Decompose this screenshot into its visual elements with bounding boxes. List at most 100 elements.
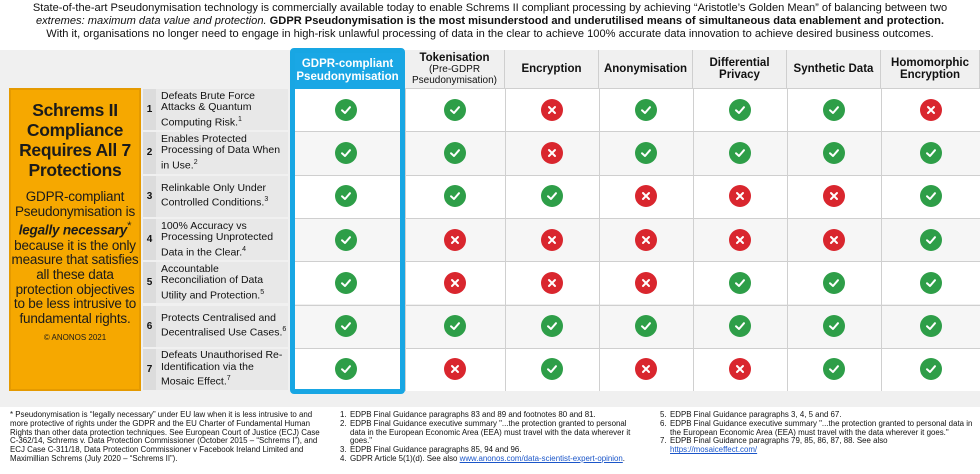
check-icon xyxy=(919,315,942,338)
column-header-homomorphic-encryption: Homomorphic Encryption xyxy=(881,50,980,88)
cross-icon xyxy=(823,228,845,251)
intro-line-2: extremes: maximum data value and protect… xyxy=(0,15,980,28)
check-icon xyxy=(919,271,942,294)
check-icon xyxy=(444,315,466,338)
row-footnote-ref: 4 xyxy=(242,245,247,253)
footnote-number: 6. xyxy=(660,418,667,428)
row-footnote-ref: 1 xyxy=(238,115,242,123)
footnote-number: 4. xyxy=(340,453,347,463)
check-icon xyxy=(334,185,357,208)
row-protection-text: Defeats Unauthorised Re-Identification v… xyxy=(161,349,283,388)
cross-icon xyxy=(444,358,466,381)
column-header-label: Tokenisation xyxy=(419,51,490,64)
row-number: 6 xyxy=(143,305,156,347)
intro-line-1: State-of-the-art Pseudonymisation techno… xyxy=(32,2,948,14)
check-icon xyxy=(635,98,657,121)
row-protection-label: Protects Centralised and Decentralised U… xyxy=(161,306,287,347)
check-icon xyxy=(919,228,942,251)
footnote-item: 6. EDPB Final Guidance executive summary … xyxy=(660,418,975,438)
row-label-background xyxy=(143,218,288,261)
row-protection-text: Relinkable Only Under Controlled Conditi… xyxy=(161,181,267,209)
callout-body-star: * xyxy=(127,220,132,233)
column-header-encryption: Encryption xyxy=(505,50,599,88)
cross-icon xyxy=(444,271,466,294)
cross-icon xyxy=(444,228,466,251)
check-icon xyxy=(919,185,942,208)
check-icon xyxy=(444,98,466,121)
callout-body-emphasis: legally necessary xyxy=(18,222,128,238)
column-divider xyxy=(787,88,788,391)
footnote-link-suffix: . xyxy=(622,453,625,463)
footnote-item: 5. EDPB Final Guidance paragraphs 3, 4, 5… xyxy=(660,410,975,420)
footnote-number: 7. xyxy=(660,436,667,446)
check-icon xyxy=(541,185,563,208)
check-icon xyxy=(541,358,563,381)
footnote-text: EDPB Final Guidance executive summary ".… xyxy=(350,418,631,446)
row-protection-label: Enables Protected Processing of Data Whe… xyxy=(161,132,287,173)
check-icon xyxy=(334,98,357,121)
column-header-label: Differential Privacy xyxy=(709,56,770,82)
cross-icon xyxy=(541,228,563,251)
row-protection-text: Accountable Reconciliation of Data Utili… xyxy=(161,262,264,302)
check-icon xyxy=(919,141,942,164)
row-number: 2 xyxy=(143,132,156,174)
row-protection-label: Defeats Unauthorised Re-Identification v… xyxy=(161,349,287,390)
row-protection-label: 100% Accuracy vs Processing Unprotected … xyxy=(161,219,287,260)
row-footnote-ref: 3 xyxy=(264,196,269,204)
cross-icon xyxy=(635,228,657,251)
column-divider xyxy=(505,88,506,391)
column-divider xyxy=(881,88,882,391)
column-header-label: Anonymisation xyxy=(603,62,688,75)
row-protection-text: Enables Protected Processing of Data Whe… xyxy=(161,132,281,172)
check-icon xyxy=(823,315,845,338)
footnote-text: EDPB Final Guidance executive summary ".… xyxy=(670,418,973,437)
row-label-background xyxy=(143,175,288,217)
check-icon xyxy=(823,98,845,121)
column-header-label: Synthetic Data xyxy=(793,62,874,75)
check-icon xyxy=(823,141,845,164)
column-header-synthetic-data: Synthetic Data xyxy=(787,50,881,88)
column-header-differential-privacy: Differential Privacy xyxy=(693,50,787,88)
callout-body-pre: GDPR-compliant Pseudonymisation is xyxy=(14,189,135,219)
row-footnote-ref: 5 xyxy=(260,288,265,296)
check-icon xyxy=(823,358,845,381)
column-divider xyxy=(405,88,406,391)
check-icon xyxy=(729,141,751,164)
row-protection-label: Defeats Brute Force Attacks & Quantum Co… xyxy=(161,89,287,130)
footnote-number: 1. xyxy=(340,410,347,419)
check-icon xyxy=(334,228,357,251)
check-icon xyxy=(444,185,466,208)
footnote-number: 3. xyxy=(340,445,347,455)
footnote-item: 4. GDPR Article 5(1)(d). See also www.ano… xyxy=(340,453,640,464)
check-icon xyxy=(635,141,657,164)
callout-body-post: because it is the only measure that sati… xyxy=(11,237,139,327)
footnote-text: EDPB Final Guidance paragraphs 79, 85, 8… xyxy=(670,436,888,446)
check-icon xyxy=(541,315,563,338)
row-footnote-ref: 6 xyxy=(282,326,287,334)
footnote-item: 3. EDPB Final Guidance paragraphs 85, 94 … xyxy=(340,445,640,455)
cross-icon xyxy=(729,358,751,381)
column-header-anonymisation: Anonymisation xyxy=(599,50,693,88)
footnote-item: 7. EDPB Final Guidance paragraphs 79, 85,… xyxy=(660,436,975,455)
check-icon xyxy=(334,271,357,294)
cross-icon xyxy=(541,98,563,121)
row-number: 1 xyxy=(143,89,156,131)
column-divider xyxy=(693,88,694,391)
cross-icon xyxy=(823,185,845,208)
column-header-label: Homomorphic Encryption xyxy=(891,56,969,82)
row-protection-text: 100% Accuracy vs Processing Unprotected … xyxy=(161,219,274,259)
column-header-gdpr: GDPR-compliant Pseudonymisation xyxy=(295,53,400,89)
intro-line-2-italic: extremes: maximum data value and protect… xyxy=(35,15,267,27)
footnote-legal: * Pseudonymisation is “legally necessary… xyxy=(10,410,320,463)
cross-icon xyxy=(541,271,563,294)
cross-icon xyxy=(541,141,563,164)
row-protection-label: Relinkable Only Under Controlled Conditi… xyxy=(161,176,287,217)
footnote-number: 2. xyxy=(340,418,347,428)
column-header-label: Encryption xyxy=(521,62,582,75)
check-icon xyxy=(729,315,751,338)
cross-icon xyxy=(635,271,657,294)
footnote-text: EDPB Final Guidance paragraphs 83 and 89… xyxy=(350,410,596,419)
footnote-link[interactable]: https://mosaiceffect.com/ xyxy=(670,445,758,455)
footnote-text: EDPB Final Guidance paragraphs 3, 4, 5 a… xyxy=(670,410,842,419)
footnote-link[interactable]: www.anonos.com/data-scientist-expert-opi… xyxy=(459,453,623,463)
